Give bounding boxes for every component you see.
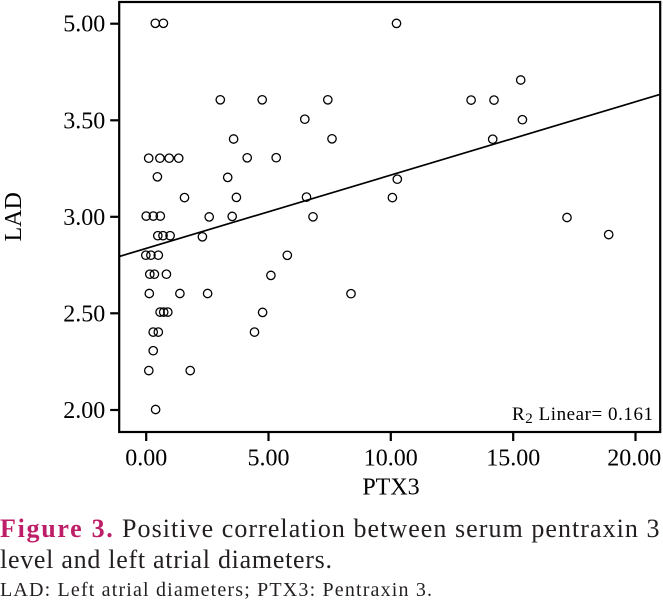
svg-text:3.00: 3.00: [63, 205, 105, 231]
svg-text:20.00: 20.00: [607, 445, 661, 471]
svg-text:5.00: 5.00: [63, 12, 105, 38]
svg-text:5.00: 5.00: [248, 445, 290, 471]
svg-text:3.50: 3.50: [63, 108, 105, 134]
svg-text:PTX3: PTX3: [362, 474, 419, 500]
svg-text:LAD: LAD: [1, 192, 27, 241]
svg-text:0.00: 0.00: [125, 445, 167, 471]
svg-text:2.50: 2.50: [63, 301, 105, 327]
svg-text:10.00: 10.00: [364, 445, 418, 471]
svg-text:R2 Linear= 0.161: R2 Linear= 0.161: [512, 404, 654, 427]
svg-text:15.00: 15.00: [486, 445, 540, 471]
svg-text:2.00: 2.00: [63, 398, 105, 424]
